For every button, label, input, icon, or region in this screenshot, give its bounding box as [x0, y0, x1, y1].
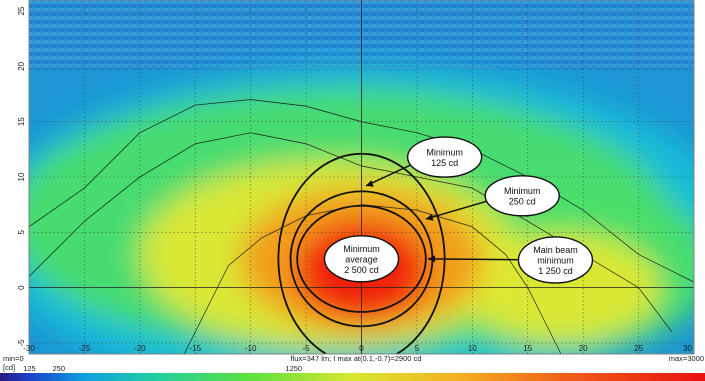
- requirement-ellipse: [296, 204, 427, 313]
- x-tick-label: -30: [23, 344, 35, 353]
- info-text: flux=347 lm; I max at(0.1,-0.7)=2900 cd: [291, 354, 422, 363]
- callout-label: Minimum: [504, 186, 541, 196]
- colorbar: [0, 373, 705, 381]
- colorbar-tick-label: 125: [23, 364, 36, 373]
- y-axis-ticks: -5 0 5 10 15 20 25: [17, 6, 26, 346]
- x-tick-label: -20: [134, 344, 146, 353]
- callout-arrowhead: [425, 213, 434, 221]
- colorbar-min-label: min=0: [3, 354, 24, 363]
- callout-bubble: [406, 136, 483, 178]
- callout-label: 250 cd: [509, 197, 536, 207]
- colorbar-tick-label: 250: [52, 364, 65, 373]
- x-tick-label: 10: [468, 344, 477, 353]
- x-tick-label: 5: [415, 344, 420, 353]
- x-tick-label: 25: [634, 344, 643, 353]
- callout-arrowhead: [365, 180, 374, 187]
- x-tick-label: 15: [523, 344, 532, 353]
- x-tick-label: -10: [245, 344, 257, 353]
- y-tick-label: 20: [17, 61, 26, 70]
- x-tick-label: 0: [359, 344, 364, 353]
- callout-bubble: [484, 175, 560, 217]
- x-tick-label: 30: [683, 344, 692, 353]
- callout-arrows: [365, 162, 525, 263]
- axis-lines: [29, 0, 694, 354]
- heatmap-field: [29, 66, 694, 354]
- callout-arrow: [427, 258, 525, 261]
- y-tick-label: 25: [17, 6, 26, 15]
- callout-label: Main beam: [533, 245, 578, 255]
- x-tick-label: -25: [79, 344, 91, 353]
- colorbar-max-label: max=3000: [669, 354, 704, 363]
- colorbar-tick-label: 1250: [285, 364, 302, 373]
- callout-label: average: [345, 254, 378, 264]
- contour-line: [183, 204, 562, 354]
- x-tick-label: -15: [189, 344, 201, 353]
- y-tick-label: 15: [17, 117, 26, 126]
- callout-bubble: [517, 236, 594, 284]
- callout-label: 2 500 cd: [344, 265, 379, 275]
- y-tick-label: 0: [17, 285, 26, 290]
- y-tick-label: 10: [17, 172, 26, 181]
- callout-label: 1 250 cd: [538, 266, 573, 276]
- callout-label: minimum: [537, 255, 574, 265]
- colorbar-unit-label: [cd]: [3, 363, 15, 372]
- y-tick-label: 5: [17, 230, 26, 235]
- callout-arrow: [425, 199, 492, 220]
- callout-label: Minimum: [426, 147, 463, 157]
- x-tick-label: 20: [579, 344, 588, 353]
- y-tick-label: -5: [17, 339, 26, 347]
- colorbar-ticks: 125 250 1250: [23, 364, 302, 373]
- x-tick-label: -5: [303, 344, 311, 353]
- callout-label: Minimum: [343, 244, 380, 254]
- callout-label: 125 cd: [431, 158, 458, 168]
- callout-arrowhead: [428, 255, 436, 263]
- callout-bubble: [323, 235, 400, 283]
- callout-arrow: [365, 162, 416, 187]
- plot-frame: [28, 0, 695, 355]
- x-axis-ticks: -30 -25 -20 -15 -10 -5 0 5 10 15 20 25 30: [23, 344, 692, 353]
